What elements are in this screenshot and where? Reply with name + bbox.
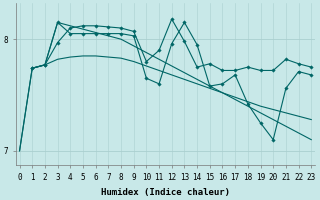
X-axis label: Humidex (Indice chaleur): Humidex (Indice chaleur) — [101, 188, 230, 197]
